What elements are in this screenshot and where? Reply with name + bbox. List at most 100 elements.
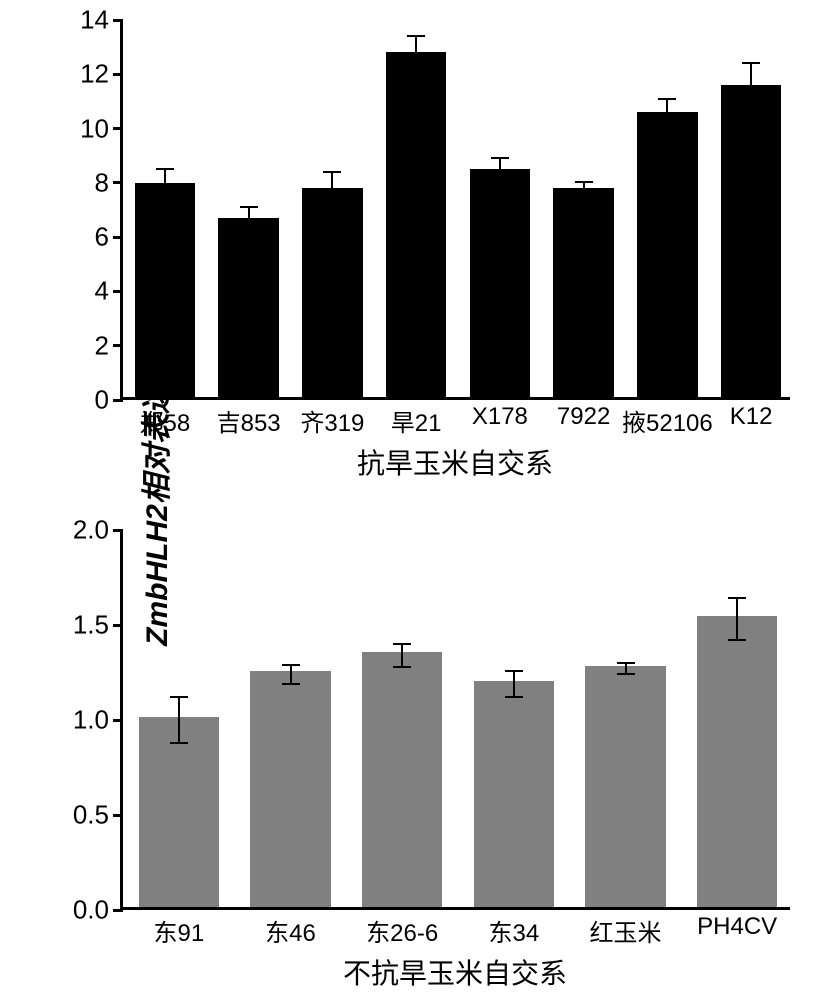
error-bar <box>331 172 333 210</box>
y-tick <box>113 909 123 912</box>
bar <box>637 112 697 397</box>
x-tick-label: 东26-6 <box>366 913 438 948</box>
bottom-plot-area: 0.00.51.01.52.0东91东46东26-6东34红玉米PH4CV <box>120 530 790 910</box>
error-cap <box>575 181 593 183</box>
x-tick-label: 吉853 <box>217 403 281 438</box>
error-cap <box>156 168 174 170</box>
y-tick-label: 14 <box>80 5 109 36</box>
x-tick-label: 7922 <box>557 403 610 431</box>
error-bar <box>178 697 180 743</box>
y-tick <box>113 181 123 184</box>
error-cap <box>323 171 341 173</box>
error-cap <box>742 62 760 64</box>
y-tick-label: 2 <box>95 330 109 361</box>
y-tick <box>113 19 123 22</box>
error-cap <box>282 664 300 666</box>
error-cap <box>156 201 174 203</box>
y-tick <box>113 814 123 817</box>
bar <box>474 681 554 907</box>
y-tick-label: 1.0 <box>73 705 109 736</box>
x-tick-label: 郑58 <box>140 403 191 438</box>
error-bar <box>290 665 292 684</box>
bar <box>585 666 665 907</box>
top-plot-area: 02468101214郑58吉853齐319旱21X1787922掖52106K… <box>120 20 790 400</box>
y-tick-label: 1.5 <box>73 610 109 641</box>
bottom-x-axis-label: 不抗旱玉米自交系 <box>343 952 567 992</box>
top-chart-panel: 02468101214郑58吉853齐319旱21X1787922掖52106K… <box>120 20 790 490</box>
error-cap <box>617 673 635 675</box>
y-tick <box>113 529 123 532</box>
error-cap <box>728 639 746 641</box>
error-cap <box>407 35 425 37</box>
y-tick <box>113 344 123 347</box>
y-tick-label: 0 <box>95 385 109 416</box>
error-bar <box>248 207 250 234</box>
y-tick <box>113 624 123 627</box>
bar <box>553 188 613 397</box>
error-bar <box>750 63 752 112</box>
figure-root: ZmbHLH2相对表达量 02468101214郑58吉853齐319旱21X1… <box>0 0 819 1000</box>
error-bar <box>513 671 515 698</box>
bar <box>697 616 777 907</box>
top-x-axis-label: 抗旱玉米自交系 <box>357 442 553 482</box>
y-tick <box>113 236 123 239</box>
bar <box>218 218 278 397</box>
error-bar <box>415 36 417 74</box>
error-cap <box>658 98 676 100</box>
x-tick-label: 东34 <box>488 913 539 948</box>
error-cap <box>575 200 593 202</box>
error-cap <box>728 597 746 599</box>
error-bar <box>583 182 585 201</box>
y-tick-label: 10 <box>80 113 109 144</box>
y-tick <box>113 73 123 76</box>
y-tick-label: 12 <box>80 59 109 90</box>
y-tick <box>113 399 123 402</box>
bottom-chart-panel: 0.00.51.01.52.0东91东46东26-6东34红玉米PH4CV 不抗… <box>120 530 790 1000</box>
x-tick-label: PH4CV <box>697 913 777 941</box>
y-tick-label: 0.0 <box>73 895 109 926</box>
y-tick <box>113 127 123 130</box>
error-bar <box>666 99 668 132</box>
error-cap <box>323 209 341 211</box>
error-cap <box>491 157 509 159</box>
error-bar <box>499 158 501 185</box>
y-tick-label: 2.0 <box>73 515 109 546</box>
error-cap <box>282 683 300 685</box>
error-bar <box>736 598 738 640</box>
error-cap <box>170 696 188 698</box>
x-tick-label: 红玉米 <box>590 913 662 948</box>
error-cap <box>742 111 760 113</box>
y-tick-label: 4 <box>95 276 109 307</box>
x-tick-label: 东46 <box>265 913 316 948</box>
bar <box>250 671 330 907</box>
bar <box>135 183 195 397</box>
x-tick-label: 齐319 <box>300 403 364 438</box>
error-cap <box>505 670 523 672</box>
error-bar <box>164 169 166 202</box>
error-cap <box>407 73 425 75</box>
error-cap <box>505 696 523 698</box>
x-tick-label: 东91 <box>153 913 204 948</box>
y-tick <box>113 290 123 293</box>
bar <box>362 652 442 907</box>
error-cap <box>240 206 258 208</box>
x-tick-label: 旱21 <box>391 403 442 438</box>
bar <box>139 717 219 907</box>
y-tick <box>113 719 123 722</box>
error-cap <box>617 662 635 664</box>
error-cap <box>393 643 411 645</box>
bar <box>386 52 446 397</box>
error-cap <box>393 666 411 668</box>
error-cap <box>170 742 188 744</box>
y-tick-label: 0.5 <box>73 800 109 831</box>
bar <box>470 169 530 397</box>
error-bar <box>401 644 403 667</box>
error-cap <box>491 185 509 187</box>
x-tick-label: 掖52106 <box>622 403 713 438</box>
bar <box>721 85 781 397</box>
x-tick-label: K12 <box>730 403 773 431</box>
y-tick-label: 8 <box>95 167 109 198</box>
error-cap <box>658 130 676 132</box>
error-cap <box>240 233 258 235</box>
x-tick-label: X178 <box>472 403 528 431</box>
